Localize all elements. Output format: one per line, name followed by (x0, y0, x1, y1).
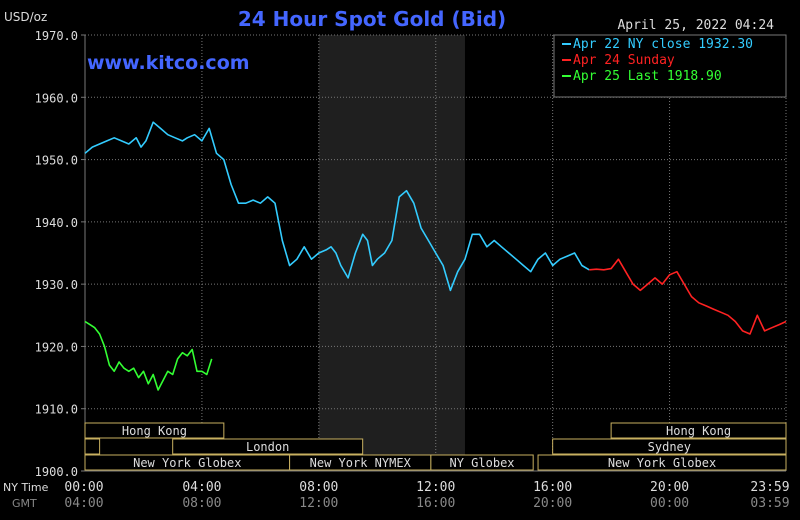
grid-lines (84, 34, 787, 472)
x-tick-gmt-2: 12:00 (299, 496, 338, 511)
y-tick-label-2: 1950.0 (35, 154, 78, 168)
legend-label-2: Apr 25 Last 1918.90 (573, 69, 722, 84)
y-tick-label-7: 1900.0 (35, 465, 78, 479)
session-box-6 (430, 454, 534, 471)
session-box-7 (537, 454, 787, 471)
session-label-6: NY Globex (450, 456, 515, 470)
session-box-3 (552, 438, 787, 455)
session-box-2 (172, 438, 364, 455)
chart-title: 24 Hour Spot Gold (Bid) (238, 7, 506, 31)
series-line-2 (84, 320, 213, 391)
legend-label-0: Apr 22 NY close 1932.30 (573, 37, 753, 52)
session-box-1 (610, 422, 787, 439)
session-box-0 (84, 422, 225, 439)
x-tick-gmt-4: 20:00 (533, 496, 572, 511)
nymex-shade (318, 35, 465, 471)
session-label-3: Sydney (648, 440, 691, 454)
y-tick-label-0: 1970.0 (35, 29, 78, 43)
x-axis-ticks: 00:0004:0004:0008:0008:0012:0012:0016:00… (64, 480, 789, 511)
nymex-shade-rect (318, 35, 465, 471)
x-tick-ny-4: 16:00 (533, 480, 572, 495)
session-label-2: London (246, 440, 289, 454)
y-tick-label-3: 1940.0 (35, 216, 78, 230)
x-tick-ny-5: 20:00 (650, 480, 689, 495)
x-tick-ny-6: 23:59 (750, 480, 789, 495)
timestamp: April 25, 2022 04:24 (617, 18, 774, 33)
unit-label: USD/oz (4, 10, 47, 24)
x-tick-gmt-3: 16:00 (416, 496, 455, 511)
session-box-partial-0 (84, 438, 101, 455)
x-tick-ny-0: 00:00 (64, 480, 103, 495)
x-tick-gmt-6: 03:59 (750, 496, 789, 511)
legend-box (553, 34, 787, 98)
ny-time-label: NY Time (3, 481, 49, 494)
x-tick-gmt-0: 04:00 (64, 496, 103, 511)
trading-sessions: Hong Kong Hong Kong London Sydney New York G… (84, 422, 787, 471)
y-tick-label-1: 1960.0 (35, 91, 78, 105)
session-label-4: New York Globex (133, 456, 241, 470)
session-label-7: New York Globex (608, 456, 716, 470)
x-tick-gmt-1: 08:00 (182, 496, 221, 511)
y-axis-ticks: 1970.0 1960.0 1950.0 1940.0 1930.0 1920.0 1910… (35, 29, 85, 479)
series-line-1 (589, 258, 787, 335)
y-tick-label-6: 1910.0 (35, 403, 78, 417)
session-label-1: Hong Kong (666, 424, 731, 438)
x-tick-gmt-5: 00:00 (650, 496, 689, 511)
session-label-5: New York NYMEX (310, 456, 412, 470)
gmt-label: GMT (12, 497, 37, 510)
session-label-0: Hong Kong (122, 424, 187, 438)
legend-label-1: Apr 24 Sunday (573, 53, 675, 68)
y-tick-label-5: 1920.0 (35, 340, 78, 354)
x-tick-ny-1: 04:00 (182, 480, 221, 495)
series-line-0 (84, 121, 590, 292)
x-tick-ny-3: 12:00 (416, 480, 455, 495)
watermark: www.kitco.com (87, 52, 250, 74)
x-tick-ny-2: 08:00 (299, 480, 338, 495)
y-tick-label-4: 1930.0 (35, 278, 78, 292)
price-series (84, 121, 787, 391)
